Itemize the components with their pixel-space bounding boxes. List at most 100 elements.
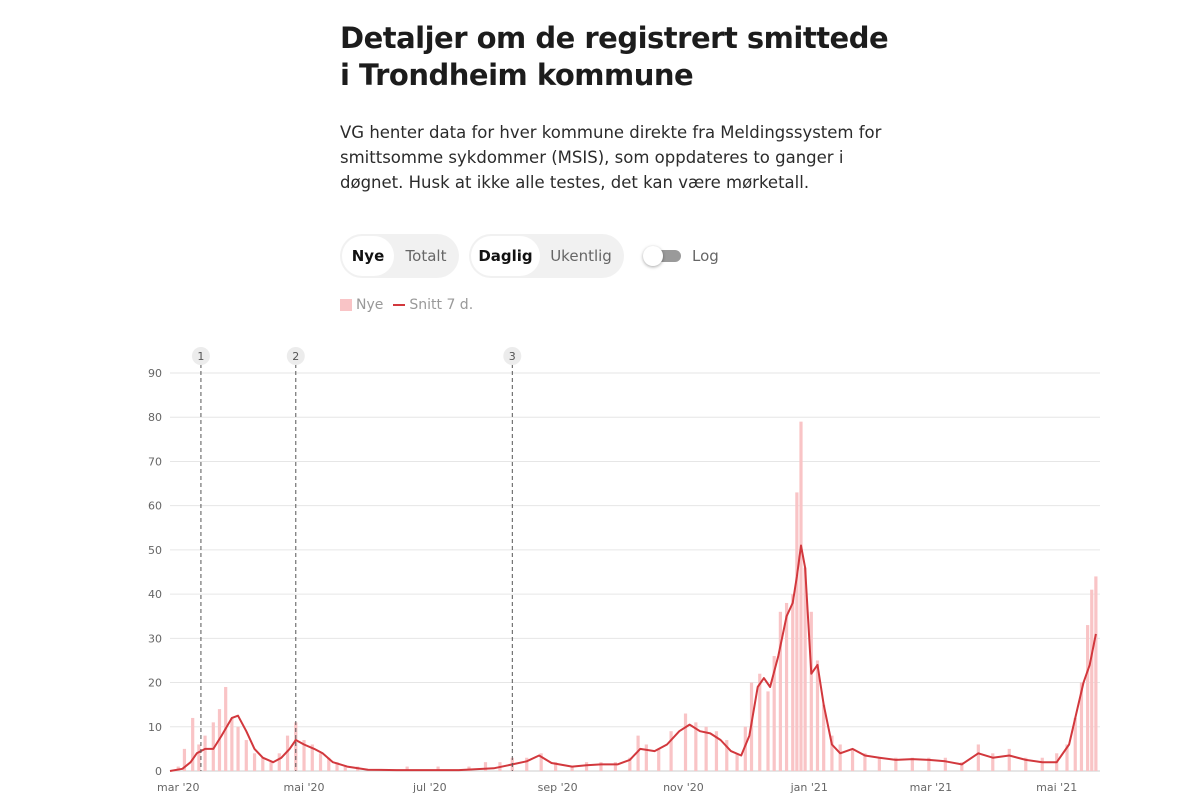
annotation-label: 3 bbox=[509, 350, 516, 363]
bar-mark bbox=[343, 766, 347, 771]
bar-mark bbox=[1040, 757, 1044, 771]
bar-mark bbox=[960, 762, 964, 771]
bar-mark bbox=[302, 740, 306, 771]
bar-mark bbox=[539, 753, 543, 771]
bar-mark bbox=[784, 602, 789, 771]
x-axis: mar '20 mai '20 jul '20 sep '20 nov '20 jan '… bbox=[157, 781, 1077, 794]
bar-mark bbox=[799, 421, 803, 771]
x-tick-label: jan '21 bbox=[790, 781, 828, 794]
bar-mark bbox=[203, 735, 207, 771]
bar-mark bbox=[436, 766, 440, 771]
y-tick-label: 80 bbox=[148, 411, 162, 424]
chart-legend: Nye Snitt 7 d. bbox=[340, 297, 483, 313]
bar-mark bbox=[327, 757, 331, 771]
bar-series-nye bbox=[176, 421, 1098, 771]
bar-mark bbox=[657, 748, 661, 771]
bar-mark bbox=[310, 744, 314, 771]
bar-mark bbox=[822, 704, 826, 771]
annotation-badge[interactable] bbox=[503, 347, 522, 365]
y-tick-label: 50 bbox=[148, 544, 162, 557]
bar-mark bbox=[244, 740, 248, 771]
x-tick-label: nov '20 bbox=[663, 781, 704, 794]
annotation-label: 2 bbox=[292, 350, 299, 363]
mode-option-nye[interactable]: Nye bbox=[342, 236, 394, 276]
bar-mark bbox=[1086, 625, 1090, 771]
bar-mark bbox=[1065, 744, 1069, 771]
y-tick-label: 30 bbox=[148, 632, 162, 645]
bar-mark bbox=[1073, 717, 1077, 771]
bar-mark bbox=[714, 731, 719, 771]
interval-option-daglig[interactable]: Daglig bbox=[471, 236, 540, 276]
legend-label-snitt: Snitt 7 d. bbox=[409, 297, 474, 313]
bar-mark bbox=[644, 744, 648, 771]
bar-mark bbox=[230, 717, 234, 771]
y-tick-label: 40 bbox=[148, 588, 162, 601]
bar-mark bbox=[743, 726, 747, 771]
bar-mark bbox=[943, 757, 947, 771]
bar-mark bbox=[261, 757, 265, 771]
bar-mark bbox=[795, 492, 799, 771]
legend-swatch-bar bbox=[340, 299, 352, 311]
bar-mark bbox=[1024, 757, 1028, 771]
bar-mark bbox=[927, 757, 931, 771]
bar-mark bbox=[815, 660, 820, 771]
bar-mark bbox=[991, 753, 995, 771]
bar-mark bbox=[1094, 576, 1098, 771]
bar-mark bbox=[236, 726, 240, 771]
bar-mark bbox=[694, 722, 698, 771]
bar-mark bbox=[211, 722, 215, 771]
legend-label-nye: Nye bbox=[356, 297, 384, 313]
bar-mark bbox=[669, 731, 673, 771]
interval-toggle-group: Daglig Ukentlig bbox=[469, 234, 624, 278]
log-switch[interactable] bbox=[643, 246, 681, 266]
cases-chart: 1 2 3 0 10 20 30 40 50 60 70 80 90 mar '20 mai '20 ju… bbox=[148, 347, 1100, 794]
log-switch-knob bbox=[643, 246, 663, 266]
mode-option-totalt[interactable]: Totalt bbox=[405, 247, 447, 265]
bar-mark bbox=[894, 757, 898, 771]
bar-mark bbox=[838, 744, 842, 771]
bar-mark bbox=[863, 753, 867, 771]
legend-item-snitt: Snitt 7 d. bbox=[393, 297, 473, 313]
bar-mark bbox=[269, 762, 273, 771]
bar-mark bbox=[584, 762, 589, 771]
bar-mark bbox=[252, 753, 257, 771]
bar-mark bbox=[628, 757, 632, 771]
annotation-label: 1 bbox=[197, 350, 204, 363]
bar-mark bbox=[778, 611, 782, 771]
intro-text: VG henter data for hver kommune direkte … bbox=[340, 123, 882, 192]
bar-mark bbox=[570, 766, 574, 771]
bar-mark bbox=[976, 744, 980, 771]
bar-mark bbox=[285, 735, 290, 771]
bar-mark bbox=[554, 762, 558, 771]
line-mark bbox=[169, 544, 1097, 772]
bar-mark bbox=[335, 762, 339, 771]
annotation-badge[interactable] bbox=[191, 347, 210, 365]
bar-mark bbox=[599, 762, 603, 771]
y-tick-label: 90 bbox=[148, 367, 162, 380]
x-tick-label: mai '21 bbox=[1036, 781, 1077, 794]
y-tick-label: 10 bbox=[148, 721, 162, 734]
y-tick-label: 70 bbox=[148, 455, 162, 468]
page-title: Detaljer om de registrert smittede i Tro… bbox=[340, 21, 889, 92]
bar-mark bbox=[483, 762, 488, 771]
interval-option-ukentlig[interactable]: Ukentlig bbox=[550, 247, 612, 265]
mode-toggle-group: Nye Totalt bbox=[340, 234, 459, 278]
bar-mark bbox=[197, 744, 201, 771]
bar-mark bbox=[758, 673, 762, 771]
log-label: Log bbox=[692, 247, 719, 265]
bar-mark bbox=[1007, 748, 1011, 771]
bar-mark bbox=[318, 753, 323, 771]
grid-lines bbox=[170, 372, 1100, 772]
legend-item-nye: Nye bbox=[340, 297, 383, 313]
bar-mark bbox=[1090, 589, 1094, 771]
x-tick-label: sep '20 bbox=[538, 781, 578, 794]
x-tick-label: mar '20 bbox=[157, 781, 200, 794]
bar-mark bbox=[182, 748, 187, 771]
annotation-badge[interactable] bbox=[286, 347, 305, 365]
bar-mark bbox=[191, 717, 195, 771]
legend-swatch-line bbox=[393, 304, 406, 306]
x-tick-label: mai '20 bbox=[284, 781, 325, 794]
bar-mark bbox=[910, 757, 914, 771]
y-tick-label: 0 bbox=[155, 765, 162, 778]
bar-mark bbox=[613, 762, 618, 771]
